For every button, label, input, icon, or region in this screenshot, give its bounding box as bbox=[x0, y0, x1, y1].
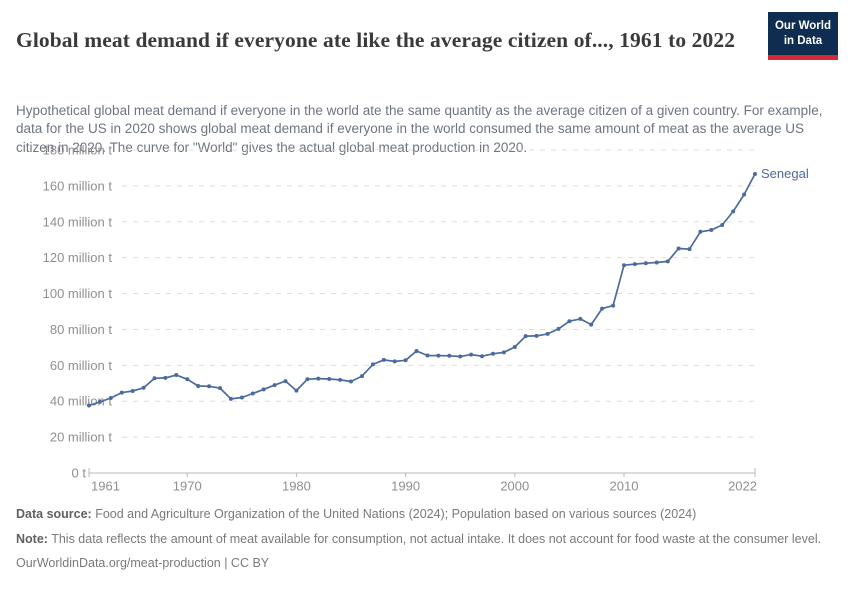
data-point[interactable] bbox=[469, 352, 474, 357]
data-point[interactable] bbox=[545, 331, 550, 336]
data-point[interactable] bbox=[283, 379, 288, 384]
data-point[interactable] bbox=[414, 349, 419, 353]
data-point[interactable] bbox=[720, 223, 725, 227]
data-point[interactable] bbox=[643, 261, 648, 266]
data-point[interactable] bbox=[425, 353, 430, 358]
y-tick-label: 140 million t bbox=[43, 214, 113, 229]
data-point[interactable] bbox=[272, 383, 277, 388]
data-point[interactable] bbox=[632, 262, 637, 267]
y-tick-label: 40 million t bbox=[50, 394, 113, 409]
data-point[interactable] bbox=[370, 362, 375, 367]
data-point[interactable] bbox=[501, 350, 506, 355]
x-tick-label: 1961 bbox=[91, 479, 120, 494]
data-point[interactable] bbox=[327, 377, 332, 381]
data-point[interactable] bbox=[261, 387, 266, 392]
data-point[interactable] bbox=[316, 376, 321, 381]
data-point[interactable] bbox=[218, 386, 222, 391]
series-line[interactable] bbox=[88, 173, 756, 407]
data-point[interactable] bbox=[622, 263, 626, 268]
data-point[interactable] bbox=[130, 389, 135, 393]
data-point[interactable] bbox=[731, 209, 736, 214]
data-point[interactable] bbox=[654, 260, 659, 265]
note-text: This data reflects the amount of meat av… bbox=[47, 531, 822, 546]
y-tick-label: 160 million t bbox=[43, 178, 113, 193]
data-point[interactable] bbox=[742, 192, 747, 197]
owid-logo-line1: Our World bbox=[774, 20, 831, 32]
note-line: Note: This data reflects the amount of m… bbox=[16, 531, 836, 549]
data-point[interactable] bbox=[152, 376, 157, 381]
chart-svg[interactable]: 0 t 20 million t 40 million t 60 million t 8… bbox=[0, 140, 850, 500]
data-point[interactable] bbox=[196, 384, 201, 388]
y-tick-label: 20 million t bbox=[50, 430, 113, 445]
data-point[interactable] bbox=[141, 385, 146, 390]
data-point[interactable] bbox=[87, 403, 91, 408]
data-point[interactable] bbox=[250, 391, 255, 396]
data-point[interactable] bbox=[753, 172, 757, 176]
data-point[interactable] bbox=[512, 345, 517, 349]
data-point[interactable] bbox=[687, 247, 692, 252]
page-title: Global meat demand if everyone ate like … bbox=[16, 28, 736, 53]
data-point[interactable] bbox=[589, 322, 594, 327]
y-tick-label: 60 million t bbox=[50, 358, 113, 373]
data-point[interactable] bbox=[600, 306, 605, 311]
data-point[interactable] bbox=[207, 384, 212, 389]
data-point[interactable] bbox=[381, 357, 386, 362]
x-tick-label: 1980 bbox=[282, 479, 311, 494]
chart-footer: Data source: Food and Agriculture Organi… bbox=[16, 506, 836, 580]
data-source-text: Food and Agriculture Organization of the… bbox=[91, 507, 697, 521]
y-tick-label: 120 million t bbox=[43, 250, 113, 265]
chart-area[interactable]: 0 t 20 million t 40 million t 60 million t 8… bbox=[0, 140, 850, 500]
data-point[interactable] bbox=[403, 358, 408, 363]
series-end-label[interactable]: Senegal bbox=[761, 166, 809, 181]
y-tick-label: 100 million t bbox=[43, 286, 113, 301]
data-point[interactable] bbox=[447, 353, 452, 358]
note-label: Note: bbox=[16, 531, 48, 546]
data-point[interactable] bbox=[97, 399, 102, 404]
data-source-line: Data source: Food and Agriculture Organi… bbox=[16, 506, 836, 524]
data-point[interactable] bbox=[185, 377, 190, 382]
data-point[interactable] bbox=[360, 374, 364, 379]
x-tick-label: 2022 bbox=[728, 479, 757, 494]
data-point[interactable] bbox=[108, 396, 113, 400]
chart-subtitle: Hypothetical global meat demand if every… bbox=[16, 102, 823, 155]
y-tick-label: 80 million t bbox=[50, 322, 113, 337]
y-tick-label: 180 million t bbox=[43, 143, 113, 158]
data-point[interactable] bbox=[392, 359, 397, 364]
data-point[interactable] bbox=[665, 259, 670, 264]
data-point[interactable] bbox=[676, 246, 681, 251]
data-point[interactable] bbox=[294, 388, 299, 393]
data-point[interactable] bbox=[338, 377, 343, 382]
data-point[interactable] bbox=[163, 375, 168, 380]
data-point[interactable] bbox=[578, 316, 583, 321]
data-point[interactable] bbox=[491, 351, 495, 356]
x-tick-label: 1990 bbox=[391, 479, 420, 494]
x-tick-label: 1970 bbox=[173, 479, 202, 494]
data-source-label: Data source: bbox=[16, 507, 92, 521]
data-point[interactable] bbox=[349, 379, 353, 384]
data-point[interactable] bbox=[174, 373, 179, 377]
data-point[interactable] bbox=[119, 390, 124, 395]
data-point[interactable] bbox=[305, 377, 310, 382]
x-tick-label: 2000 bbox=[500, 479, 529, 494]
y-tick-label: 0 t bbox=[72, 466, 87, 481]
data-point[interactable] bbox=[556, 326, 561, 331]
data-point[interactable] bbox=[698, 229, 703, 234]
x-tick-label: 2010 bbox=[610, 479, 639, 494]
data-point[interactable] bbox=[567, 319, 572, 324]
data-point[interactable] bbox=[480, 354, 484, 359]
data-point[interactable] bbox=[436, 353, 441, 358]
data-point[interactable] bbox=[611, 303, 616, 308]
owid-logo[interactable]: Our World in Data bbox=[768, 12, 838, 60]
data-point[interactable] bbox=[228, 396, 233, 401]
data-point[interactable] bbox=[534, 333, 539, 338]
owid-logo-line2: in Data bbox=[783, 34, 823, 47]
data-point[interactable] bbox=[709, 228, 714, 232]
data-point[interactable] bbox=[458, 354, 463, 359]
citation-link[interactable]: OurWorldinData.org/meat-production | CC … bbox=[16, 556, 270, 570]
data-point[interactable] bbox=[239, 395, 244, 400]
data-point[interactable] bbox=[523, 334, 528, 339]
